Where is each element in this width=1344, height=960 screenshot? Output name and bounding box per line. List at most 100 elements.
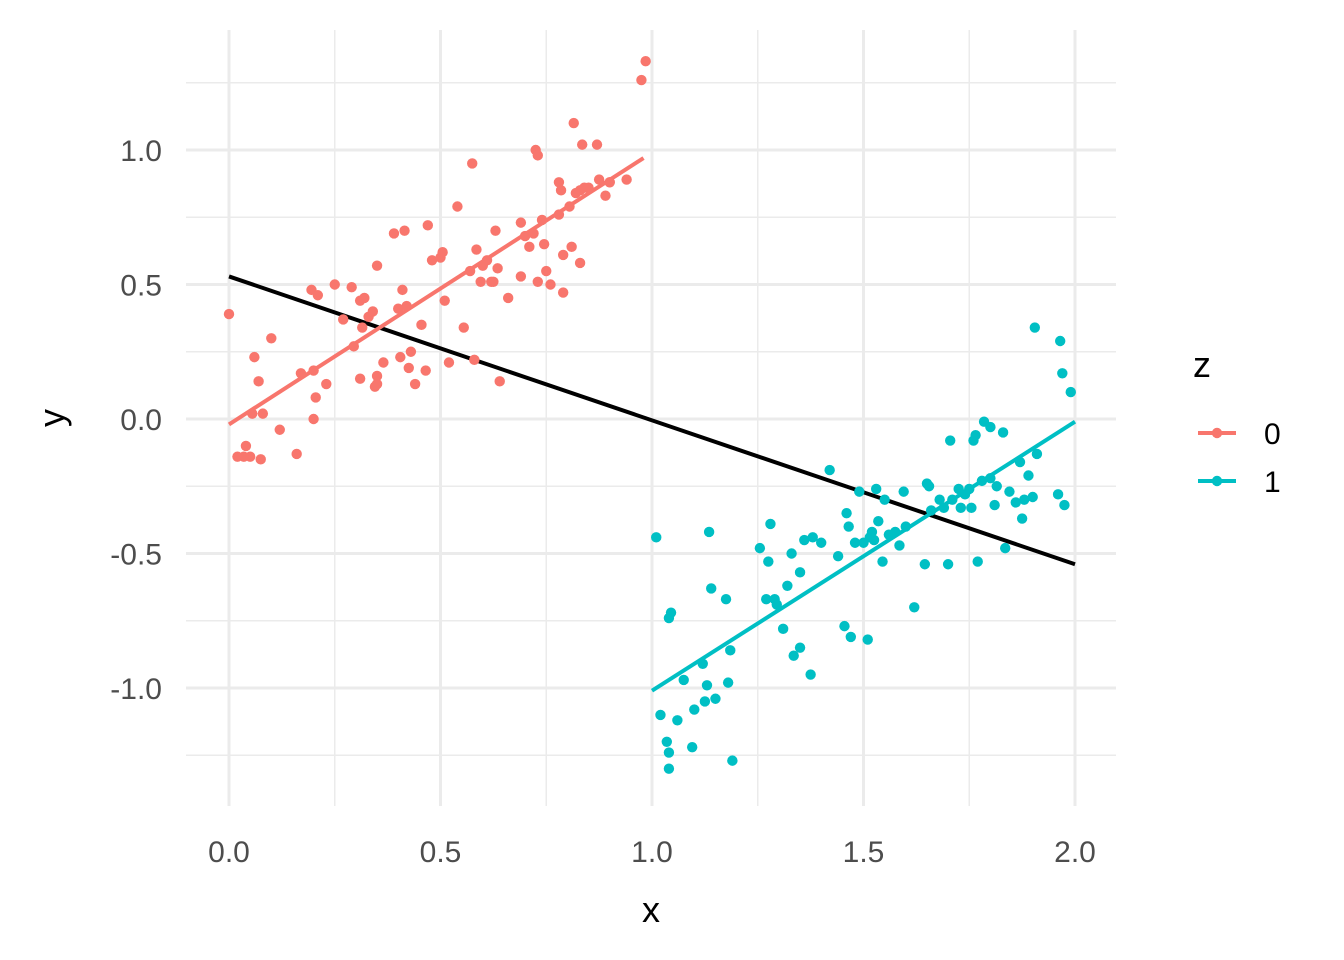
point-z1: [651, 532, 662, 543]
point-z1: [972, 556, 983, 567]
point-z0: [308, 365, 319, 376]
point-z1: [1054, 335, 1066, 347]
point-z1: [1065, 386, 1076, 398]
point-z1: [955, 502, 966, 513]
point-z1: [725, 645, 736, 656]
overall-fit-line: [228, 274, 1076, 567]
point-z0: [502, 292, 514, 304]
point-z1: [991, 481, 1002, 492]
point-z0: [367, 306, 379, 317]
point-z0: [591, 139, 603, 150]
point-z1: [1019, 494, 1030, 505]
point-z0: [566, 241, 577, 253]
point-z1: [934, 494, 945, 505]
point-z1: [1027, 491, 1038, 503]
point-z0: [426, 255, 438, 266]
point-z0: [310, 392, 321, 403]
point-z0: [488, 276, 499, 288]
point-z1: [720, 594, 732, 605]
point-z1: [919, 559, 931, 570]
point-z1: [777, 623, 789, 635]
point-z0: [490, 225, 501, 236]
point-z0: [312, 290, 324, 301]
point-z1: [1059, 499, 1070, 511]
point-z0: [532, 150, 543, 161]
y-tick-label: -0.5: [110, 539, 162, 572]
point-z0: [338, 314, 349, 325]
point-z0: [291, 448, 302, 460]
point-z0: [538, 238, 550, 250]
point-z0: [600, 190, 611, 201]
point-z0: [405, 346, 417, 357]
point-z1: [997, 427, 1009, 438]
point-z1: [1023, 470, 1034, 481]
point-z0: [553, 177, 565, 188]
point-z1: [964, 483, 975, 495]
point-z1: [854, 486, 865, 497]
point-z1: [788, 650, 799, 661]
y-axis-title: y: [31, 409, 72, 427]
point-z1: [799, 534, 810, 546]
x-tick-label: 2.0: [1054, 836, 1096, 869]
point-z1: [824, 464, 835, 476]
point-z0: [223, 308, 235, 320]
point-z1: [665, 607, 677, 618]
point-z0: [240, 440, 252, 452]
point-z0: [452, 201, 463, 212]
point-z0: [528, 228, 539, 239]
point-z0: [371, 370, 383, 382]
point-z1: [1004, 486, 1015, 497]
point-z0: [274, 424, 285, 435]
point-z1: [976, 475, 988, 487]
point-z1: [678, 674, 689, 686]
point-z1: [816, 537, 827, 548]
point-z0: [354, 373, 366, 384]
point-z0: [346, 281, 357, 293]
legend-label: 1: [1264, 466, 1281, 499]
point-z1: [686, 741, 698, 753]
point-z1: [1057, 368, 1068, 379]
legend-key-point: [1211, 427, 1223, 439]
point-z1: [794, 567, 806, 578]
point-z1: [989, 499, 1000, 511]
point-z0: [492, 263, 503, 274]
point-z1: [945, 435, 956, 446]
point-z1: [661, 736, 673, 747]
point-z1: [839, 620, 850, 632]
point-z1: [862, 634, 873, 645]
point-z0: [437, 247, 448, 258]
point-z0: [536, 214, 548, 226]
point-z0: [458, 322, 469, 333]
point-z0: [295, 368, 307, 379]
point-z1: [765, 518, 776, 530]
point-z0: [557, 249, 569, 261]
point-z1: [1000, 542, 1011, 554]
point-z0: [464, 265, 476, 277]
y-tick-label: -1.0: [110, 673, 162, 706]
point-z0: [255, 454, 266, 465]
point-z0: [266, 333, 277, 344]
point-z1: [898, 486, 909, 497]
y-tick-label: 0.5: [120, 270, 162, 303]
legend-label: 0: [1264, 418, 1281, 451]
point-z1: [947, 494, 958, 505]
point-z1: [845, 631, 857, 643]
point-z1: [1014, 456, 1026, 468]
x-tick-label: 1.5: [843, 836, 885, 869]
point-z1: [786, 548, 797, 559]
regression-lines: [227, 156, 1077, 693]
point-z1: [1010, 497, 1021, 508]
data-points: [223, 56, 1076, 774]
point-z0: [244, 451, 256, 462]
point-z0: [247, 408, 258, 419]
point-z0: [555, 185, 567, 196]
point-z0: [494, 376, 505, 387]
point-z1: [727, 755, 738, 766]
point-z1: [1029, 322, 1041, 333]
point-z0: [399, 225, 410, 236]
x-tick-label: 0.5: [420, 836, 462, 869]
point-z0: [524, 241, 535, 253]
point-z1: [703, 526, 715, 538]
point-z0: [469, 354, 480, 366]
point-z1: [763, 556, 774, 567]
